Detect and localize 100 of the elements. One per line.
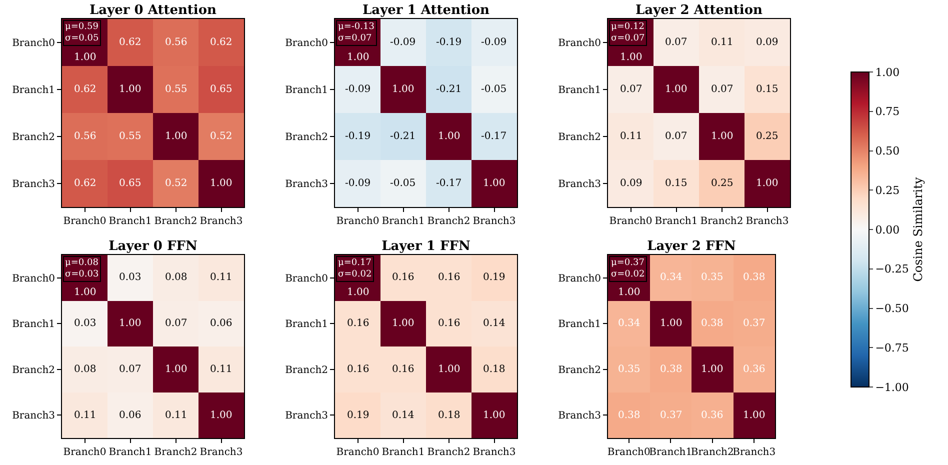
y-tick-label: Branch0: [12, 38, 55, 49]
data-label: 0.37: [660, 410, 682, 421]
data-label: 0.36: [743, 364, 766, 375]
color-bar-title: Cosine Similarity: [910, 177, 925, 282]
data-label: 0.52: [165, 178, 188, 189]
data-label: 1.00: [74, 52, 96, 63]
data-label: 1.00: [119, 318, 142, 329]
x-tick-label: Branch1: [108, 216, 152, 227]
y-tick-label: Branch3: [285, 410, 328, 422]
data-label: 0.11: [210, 272, 232, 283]
x-tick-label: Branch3: [472, 216, 516, 227]
x-tick-label: Branch0: [336, 447, 380, 458]
data-label: 1.00: [618, 287, 640, 298]
x-tick-label: Branch1: [654, 216, 698, 227]
y-tick-label: Branch2: [12, 364, 55, 376]
data-label: -0.19: [345, 131, 371, 142]
x-tick-label: Branch1: [382, 216, 425, 227]
data-label: 1.00: [165, 364, 188, 375]
data-label: 0.03: [119, 272, 142, 283]
y-tick-label: Branch3: [558, 410, 601, 422]
data-label: 0.08: [74, 364, 96, 375]
data-label: -0.17: [481, 131, 507, 142]
annotation: μ=0.12 σ=0.07: [611, 22, 645, 44]
data-label: 1.00: [210, 410, 232, 421]
data-label: 0.16: [438, 318, 460, 329]
data-label: 1.00: [119, 84, 142, 95]
data-label: 0.06: [119, 410, 142, 421]
data-label: 1.00: [620, 52, 642, 63]
y-tick-label: Branch3: [12, 179, 55, 190]
data-label: -0.09: [345, 84, 371, 95]
y-tick-label: Branch0: [285, 38, 328, 49]
x-tick-label: Branch0: [609, 216, 652, 227]
data-label: 1.00: [347, 52, 370, 63]
data-label: 0.35: [701, 272, 724, 283]
data-label: 1.00: [210, 178, 232, 189]
y-tick-label: Branch3: [12, 410, 55, 422]
y-tick-label: Branch2: [558, 364, 601, 376]
data-label: 0.07: [165, 318, 188, 329]
data-label: 0.34: [660, 272, 682, 283]
x-tick-label: Branch1: [649, 447, 692, 458]
data-label: -0.21: [390, 131, 416, 142]
x-tick-label: Branch2: [154, 447, 198, 458]
data-label: 0.16: [438, 272, 460, 283]
annotation: μ=0.08 σ=0.03: [65, 258, 99, 280]
x-tick-label: Branch0: [336, 216, 380, 227]
y-tick-label: Branch2: [285, 364, 328, 376]
data-label: 0.07: [119, 364, 142, 375]
data-label: 0.62: [74, 178, 96, 189]
x-tick-label: Branch3: [746, 216, 789, 227]
data-label: 0.18: [438, 410, 460, 421]
data-label: 0.38: [618, 410, 640, 421]
data-label: 0.07: [665, 131, 688, 142]
color-bar-label: 0.00: [875, 223, 900, 236]
color-bar-label: −1.00: [875, 380, 909, 394]
data-label: -0.17: [436, 178, 462, 189]
data-label: 0.65: [119, 178, 142, 189]
data-label: 0.16: [392, 272, 414, 283]
chart-title: Layer 0 FFN: [108, 239, 198, 254]
data-label: 0.11: [620, 131, 642, 142]
data-label: 0.16: [392, 364, 414, 375]
data-label: 1.00: [660, 318, 682, 329]
chart-title: Layer 2 FFN: [647, 239, 736, 254]
annotation: μ=0.17 σ=0.02: [338, 258, 372, 280]
data-label: 0.11: [711, 37, 734, 48]
data-label: 0.07: [665, 37, 688, 48]
data-label: 1.00: [701, 364, 724, 375]
y-tick-label: Branch0: [558, 273, 601, 284]
data-label: 0.07: [620, 84, 642, 95]
data-label: 0.38: [660, 364, 682, 375]
data-label: 0.15: [665, 178, 688, 189]
x-tick-label: Branch2: [427, 216, 470, 227]
data-label: -0.19: [436, 37, 462, 48]
data-label: 0.38: [743, 272, 766, 283]
data-label: 0.36: [701, 410, 724, 421]
data-label: 0.08: [165, 272, 188, 283]
y-tick-label: Branch2: [285, 132, 328, 143]
data-label: 0.11: [74, 410, 96, 421]
data-label: 0.38: [701, 318, 724, 329]
data-label: 0.07: [711, 84, 734, 95]
y-tick-label: Branch2: [558, 132, 601, 143]
data-label: 1.00: [483, 410, 506, 421]
data-label: 0.18: [483, 364, 506, 375]
x-tick-label: Branch3: [472, 447, 516, 458]
data-label: 0.14: [483, 318, 506, 329]
data-label: 0.56: [165, 37, 188, 48]
y-tick-label: Branch1: [12, 319, 55, 330]
data-label: 0.19: [347, 410, 370, 421]
data-label: -0.09: [390, 37, 416, 48]
y-tick-label: Branch2: [12, 132, 55, 143]
color-bar-label: −0.75: [875, 341, 909, 354]
chart-title: Layer 1 Attention: [362, 3, 490, 18]
x-tick-label: Branch0: [63, 447, 106, 458]
data-label: 0.25: [711, 178, 734, 189]
y-tick-label: Branch3: [558, 179, 601, 190]
data-label: 0.06: [210, 318, 232, 329]
data-label: 0.62: [210, 37, 232, 48]
data-label: -0.09: [345, 178, 371, 189]
data-label: 0.11: [210, 364, 232, 375]
data-label: 0.15: [756, 84, 778, 95]
y-tick-label: Branch1: [285, 85, 328, 96]
